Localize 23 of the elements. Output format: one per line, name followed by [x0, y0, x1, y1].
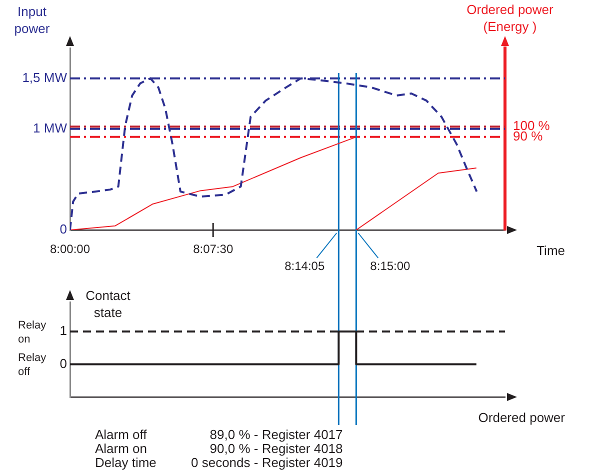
ref-line-label: 8:14:05	[284, 259, 325, 273]
y-tick-label: 1	[60, 323, 67, 338]
y-tick-label: 0	[60, 356, 67, 371]
text: Alarm off	[95, 427, 148, 442]
y-tick-label: 0	[60, 222, 67, 237]
text: 89,0 % - Register 4017	[208, 427, 343, 442]
text: Relay off	[18, 352, 47, 378]
ref-line-label: 8:15:00	[370, 259, 411, 273]
y-tick-label: 1 MW	[33, 120, 68, 136]
x-tick-label: 8:07:30	[193, 242, 234, 256]
text: 90,0 % - Register 4018	[208, 441, 343, 456]
x-tick-label: 8:00:00	[50, 242, 90, 256]
text: Alarm on	[95, 441, 148, 456]
y-tick-label: 1,5 MW	[22, 70, 68, 85]
text: Relay on	[18, 319, 47, 346]
x-axis-title: Time	[536, 243, 565, 258]
y2-tick-label: 90 %	[513, 128, 544, 144]
text: 0 seconds - Register 4019	[191, 455, 343, 470]
x-axis-title: Ordered power	[478, 410, 566, 425]
y-axis-title: Input power	[14, 4, 50, 36]
y2-axis-title: Ordered power (Energy )	[466, 2, 554, 34]
y-axis-title: Contact state	[86, 288, 131, 320]
text: Delay time	[95, 455, 158, 470]
